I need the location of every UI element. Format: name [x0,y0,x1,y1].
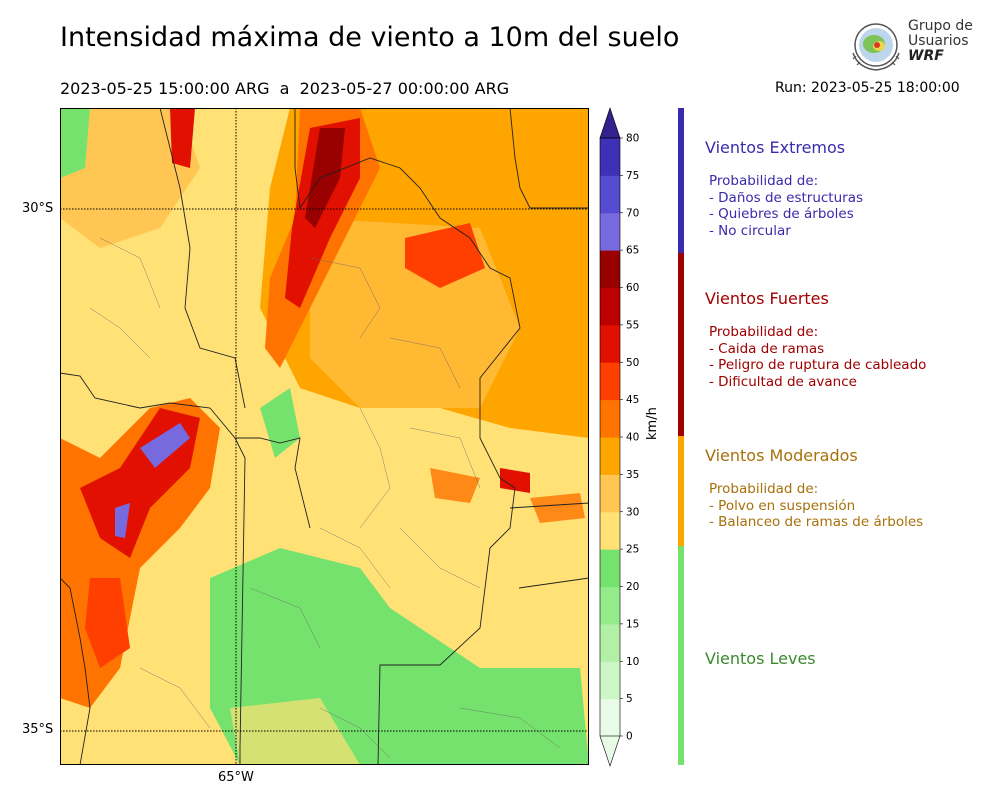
colorbar: 0 5 10 15 20 25 30 35 40 45 50 55 60 65 70 75 80 [599,107,639,767]
colorbar-tick-label: 0 [626,731,633,743]
wind-field-70-west [140,423,190,468]
colorbar-segment [600,623,620,662]
colorbar-unit: km/h [645,407,660,440]
category-moderados: Vientos Moderados Probabilidad de: - Pol… [705,446,923,531]
wind-field-55-northwest [170,108,195,168]
category-description: Probabilidad de: - Caida de ramas - Peli… [709,324,927,390]
colorbar-tick-label: 10 [626,656,639,668]
colorbar-tick-label: 50 [626,357,639,369]
category-leves: Vientos Leves [705,649,816,668]
colorbar-tick-label: 40 [626,432,639,444]
run-timestamp: Run: 2023-05-25 18:00:00 [775,80,960,96]
category-description: Probabilidad de: - Polvo en suspensión -… [709,481,924,530]
colorbar-tick-label: 5 [626,693,633,705]
colorbar-tick-label: 55 [626,319,639,331]
colorbar-tick-label: 15 [626,618,639,630]
colorbar-segment [600,362,620,401]
category-extremos: Vientos Extremos Probabilidad de: - Daño… [705,138,863,239]
lat-label-35s: 35°S [22,722,54,737]
map-frame [60,108,589,765]
colorbar-tick-label: 60 [626,282,639,294]
wind-field-60-north [305,128,345,228]
colorbar-under-triangle [599,735,621,767]
wind-field-65-west [115,503,130,538]
wind-field-30-35-nw [60,108,200,248]
legend-bar-fuertes [678,253,684,436]
legend-bar-extremos [678,108,684,253]
colorbar-tick-label: 30 [626,506,639,518]
category-title: Vientos Fuertes [705,289,829,308]
category-title: Vientos Leves [705,649,816,668]
colorbar-segment [600,511,620,550]
colorbar-segment [600,661,620,700]
logo-text: Grupo de Usuarios WRF [908,18,973,64]
legend-bar-leves [678,546,684,765]
wind-field-45-east [430,468,480,503]
wind-field-20-25-nw-edge [60,108,90,178]
wind-field-45-east-edge [530,493,585,523]
colorbar-segment [600,698,620,737]
category-description: Probabilidad de: - Daños de estructuras … [709,173,864,239]
category-title: Vientos Extremos [705,138,846,157]
grupo-wrf-logo: Grupo de Usuarios WRF [848,18,978,74]
globe-logo-icon [852,23,900,71]
chart-title: Intensidad máxima de viento a 10m del su… [60,22,680,53]
colorbar-over-triangle [599,107,621,139]
category-fuertes: Vientos Fuertes Probabilidad de: - Caida… [705,289,926,390]
colorbar-segment [600,586,620,625]
colorbar-segment [600,399,620,438]
colorbar-segment [600,287,620,326]
colorbar-segment [600,474,620,513]
colorbar-tick-label: 70 [626,207,639,219]
lat-label-30s: 30°S [22,201,54,216]
colorbar-tick-label: 45 [626,394,639,406]
province-borders [60,108,589,765]
colorbar-tick-label: 75 [626,170,639,182]
forecast-period: 2023-05-25 15:00:00 ARG a 2023-05-27 00:… [60,79,510,98]
department-borders [89,237,561,759]
colorbar-tick-label: 35 [626,469,639,481]
colorbar-segment [600,212,620,251]
colorbar-segment [600,175,620,214]
colorbar-segment [600,138,620,176]
colorbar-tick-label: 20 [626,581,639,593]
lon-label-65w: 65°W [218,770,254,785]
colorbar-segment [600,250,620,288]
colorbar-tick-label: 65 [626,245,639,257]
wind-field-50-southwest [85,578,130,668]
colorbar-segment [600,549,620,587]
wind-field-55-east [500,468,530,493]
colorbar-tick-label: 25 [626,544,639,556]
wind-map [60,108,589,765]
colorbar-tick-label: 80 [626,133,639,145]
wind-field-50-east [405,223,485,288]
colorbar-segment [600,324,620,363]
legend-bar-moderados [678,436,684,546]
category-title: Vientos Moderados [705,446,858,465]
colorbar-segment [600,437,620,475]
